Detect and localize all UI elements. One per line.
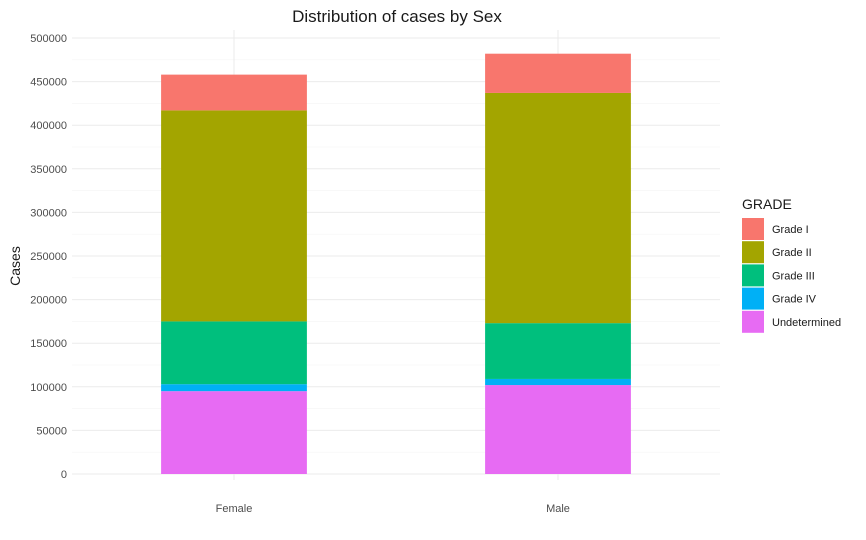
y-tick-label: 0	[61, 469, 67, 481]
y-tick-label: 500000	[30, 33, 67, 45]
bar-female-undetermined	[161, 391, 307, 474]
y-axis-ticks: 0 50000 100000 150000 200000 250000 300000 3500…	[30, 33, 67, 481]
bar-male-grade-ii	[485, 92, 631, 324]
bars	[161, 53, 631, 474]
legend-label: Undetermined	[772, 317, 841, 329]
y-tick-label: 100000	[30, 382, 67, 394]
y-tick-label: 350000	[30, 164, 67, 176]
bar-male-undetermined	[485, 385, 631, 474]
legend-swatch	[742, 241, 764, 264]
y-tick-label: 50000	[36, 425, 67, 437]
x-tick-label: Male	[546, 503, 570, 515]
y-axis-title: Cases	[7, 246, 23, 286]
legend-label: Grade I	[772, 224, 809, 236]
y-tick-label: 200000	[30, 295, 67, 307]
legend-swatch	[742, 218, 764, 240]
bar-male-grade-i	[485, 53, 631, 93]
legend-swatch	[742, 264, 764, 287]
x-axis-ticks: Female Male	[216, 503, 570, 515]
legend-swatch	[742, 310, 764, 333]
y-tick-label: 450000	[30, 77, 67, 89]
bar-female-grade-i	[161, 74, 307, 111]
bar-female-grade-ii	[161, 110, 307, 322]
legend: GRADE Grade I Grade II Grade III Grade IV Un…	[742, 196, 841, 333]
legend-label: Grade II	[772, 247, 812, 259]
y-tick-label: 250000	[30, 251, 67, 263]
y-tick-label: 400000	[30, 120, 67, 132]
legend-label: Grade III	[772, 270, 815, 282]
bar-male-grade-iv	[485, 378, 631, 386]
x-tick-label: Female	[216, 503, 253, 515]
y-tick-label: 150000	[30, 338, 67, 350]
bar-female-grade-iv	[161, 384, 307, 392]
legend-label: Grade IV	[772, 294, 817, 306]
bar-male-grade-iii	[485, 323, 631, 379]
legend-swatch	[742, 287, 764, 310]
y-tick-label: 300000	[30, 207, 67, 219]
bar-female-grade-iii	[161, 321, 307, 385]
legend-title: GRADE	[742, 196, 792, 212]
chart-title: Distribution of cases by Sex	[292, 7, 502, 26]
